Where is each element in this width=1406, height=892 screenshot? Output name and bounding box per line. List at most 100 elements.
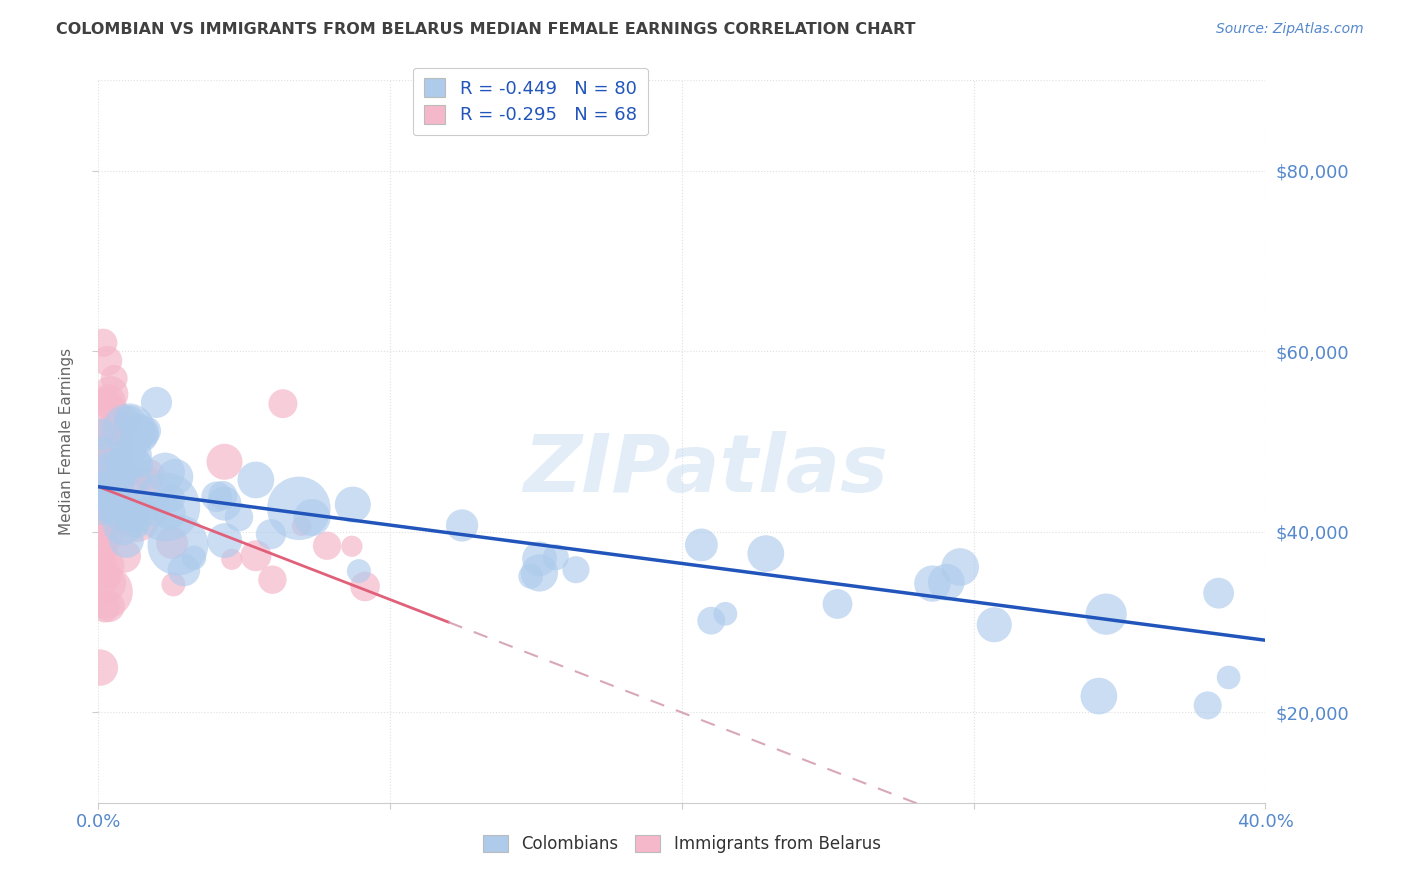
Point <box>143 499 166 513</box>
Point <box>451 518 474 533</box>
Point <box>91 409 114 423</box>
Point <box>135 424 157 438</box>
Point <box>714 607 737 621</box>
Point <box>117 509 139 524</box>
Point <box>93 537 115 551</box>
Point <box>91 545 114 559</box>
Point <box>90 514 112 528</box>
Point <box>690 538 713 552</box>
Point <box>89 458 111 472</box>
Point <box>94 459 117 474</box>
Point <box>100 455 122 469</box>
Point <box>111 408 134 422</box>
Point <box>101 459 124 474</box>
Point <box>155 500 177 514</box>
Point <box>245 549 267 563</box>
Point <box>120 441 142 455</box>
Point <box>107 421 129 435</box>
Point <box>108 502 131 516</box>
Point <box>183 550 205 565</box>
Point <box>108 449 131 463</box>
Point <box>128 426 150 441</box>
Point <box>162 577 184 591</box>
Point <box>94 483 117 498</box>
Point <box>755 547 778 561</box>
Point <box>141 502 163 516</box>
Point <box>214 497 236 511</box>
Point <box>97 568 120 582</box>
Point <box>111 467 134 481</box>
Point <box>1218 670 1240 684</box>
Point <box>98 528 121 542</box>
Point <box>91 492 114 507</box>
Point <box>949 560 972 574</box>
Point <box>98 599 121 614</box>
Point <box>157 507 180 521</box>
Point <box>340 539 363 553</box>
Point <box>211 488 233 502</box>
Point <box>291 519 314 533</box>
Point <box>173 563 195 577</box>
Point <box>94 476 117 491</box>
Point <box>89 528 111 542</box>
Point <box>100 387 122 401</box>
Point <box>91 335 114 350</box>
Point <box>288 501 311 516</box>
Point <box>228 510 250 524</box>
Point <box>112 456 135 470</box>
Point <box>124 423 146 437</box>
Point <box>111 471 134 485</box>
Point <box>1208 586 1230 600</box>
Point <box>100 482 122 496</box>
Point <box>91 443 114 458</box>
Point <box>271 397 294 411</box>
Point <box>132 427 155 442</box>
Point <box>97 470 120 484</box>
Point <box>105 465 128 479</box>
Point <box>205 490 228 504</box>
Point <box>700 614 723 628</box>
Point <box>107 505 129 519</box>
Point <box>120 510 142 524</box>
Point <box>90 555 112 569</box>
Point <box>1088 689 1111 703</box>
Point <box>127 512 149 526</box>
Point <box>118 508 141 522</box>
Point <box>104 475 127 490</box>
Point <box>165 470 187 484</box>
Point <box>128 426 150 441</box>
Point <box>127 519 149 533</box>
Point <box>103 450 125 465</box>
Point <box>921 576 943 591</box>
Point <box>117 412 139 426</box>
Point <box>160 536 183 550</box>
Point <box>89 529 111 543</box>
Point <box>347 564 370 578</box>
Point <box>89 426 111 441</box>
Point <box>89 505 111 519</box>
Point <box>121 469 143 483</box>
Point <box>214 455 236 469</box>
Point <box>94 475 117 490</box>
Point <box>827 597 849 611</box>
Point <box>91 478 114 492</box>
Point <box>111 508 134 522</box>
Point <box>103 475 125 490</box>
Point <box>100 495 122 509</box>
Point <box>91 489 114 503</box>
Point <box>146 501 169 516</box>
Point <box>529 551 551 566</box>
Point <box>124 454 146 468</box>
Point <box>100 421 122 435</box>
Point <box>138 467 160 482</box>
Point <box>89 556 111 570</box>
Point <box>101 518 124 533</box>
Point <box>1197 698 1219 713</box>
Point <box>110 501 132 516</box>
Point <box>121 476 143 491</box>
Point <box>90 571 112 585</box>
Point <box>342 498 364 512</box>
Point <box>544 550 567 565</box>
Point <box>112 549 135 563</box>
Point <box>565 563 588 577</box>
